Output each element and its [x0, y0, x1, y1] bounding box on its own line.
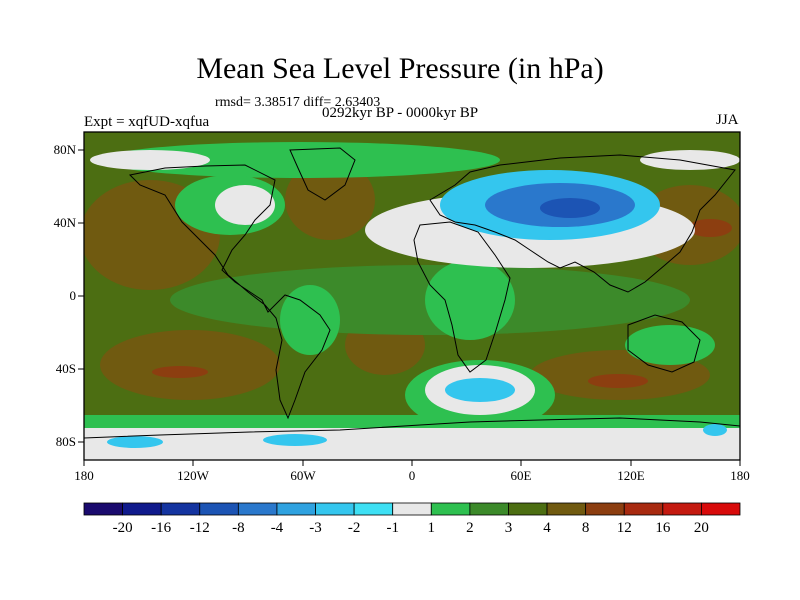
colorbar-label: -16: [151, 520, 172, 536]
field-south-cyan: [445, 378, 515, 402]
x-label-60w: 60W: [290, 468, 316, 483]
colorbar-swatch: [160, 502, 201, 516]
colorbar-label: 4: [543, 520, 551, 536]
colorbar-swatch: [585, 502, 625, 516]
colorbar-swatch: [623, 502, 664, 516]
field-antarctic-cyan-west: [107, 436, 163, 448]
coast-antarctica: [84, 417, 740, 439]
axis-ticks: [78, 149, 741, 466]
season-label: JJA: [716, 112, 739, 128]
colorbar-label: -12: [189, 520, 210, 536]
field-antarctic-cyan-mid: [263, 434, 327, 446]
field-africa-green: [425, 260, 515, 340]
field-eurasia-deep-blue: [540, 198, 600, 218]
colorbar-swatch: [430, 502, 471, 516]
colorbar-label: 3: [504, 520, 513, 536]
colorbar-label: -1: [386, 520, 399, 536]
colorbar-swatch: [276, 502, 316, 516]
colorbar-swatch: [546, 502, 587, 516]
field-red-brown-pacific: [688, 219, 732, 237]
field-red-brown-indian: [588, 374, 648, 388]
coastlines: [84, 147, 740, 439]
colorbar-swatch: [701, 502, 741, 516]
field-antarctic-cyan-east: [703, 424, 727, 436]
pressure-field: [84, 132, 740, 460]
field-arctic-green: [100, 142, 500, 178]
colorbar-label: 12: [616, 520, 632, 536]
map-title: Mean Sea Level Pressure (in hPa): [196, 52, 604, 85]
field-antarctic-white: [84, 428, 740, 460]
colorbar-label: 1: [427, 520, 436, 536]
colorbar-swatch: [392, 502, 432, 516]
coast-africa: [413, 221, 511, 373]
coast-north-america: [128, 164, 331, 420]
field-arctic-white-east: [640, 150, 740, 170]
field-s-pacific-brown: [100, 330, 280, 400]
colorbar-swatch: [122, 502, 162, 516]
field-n-atlantic-brown: [285, 160, 375, 240]
x-label-120w: 120W: [177, 468, 209, 483]
colorbar-swatch: [469, 502, 509, 516]
field-red-brown-spacific: [152, 366, 208, 378]
colorbar-label: 8: [581, 520, 590, 536]
colorbar-label: 20: [693, 520, 709, 536]
x-label-180w: 180: [74, 468, 94, 483]
colorbar-swatch: [237, 502, 278, 516]
coast-australia: [627, 314, 701, 373]
colorbar-label: -3: [309, 520, 322, 536]
period-label: 0292kyr BP - 0000kyr BP: [322, 105, 479, 121]
colorbar-label: -20: [112, 520, 133, 536]
x-label-60e: 60E: [510, 468, 532, 483]
field-australia-green: [625, 325, 715, 365]
field-namerica-white: [215, 185, 275, 225]
coast-eurasia: [429, 154, 736, 293]
colorbar-label: -8: [232, 520, 245, 536]
y-label-80s: 80S: [55, 434, 76, 449]
colorbar-swatch: [199, 502, 239, 516]
y-label-0: 0: [69, 288, 77, 303]
colorbar-label: -4: [270, 520, 284, 536]
colorbar-label: 16: [655, 520, 671, 536]
experiment-label: Expt = xqfUD-xqfua: [84, 114, 210, 130]
y-label-40s: 40S: [55, 361, 76, 376]
colorbar-swatch: [83, 502, 123, 516]
x-label-120e: 120E: [617, 468, 645, 483]
x-label-0: 0: [408, 468, 416, 483]
colorbar-swatch: [353, 502, 394, 516]
x-label-180e: 180: [730, 468, 750, 483]
y-label-80n: 80N: [53, 142, 76, 157]
colorbar-label: 2: [466, 520, 474, 536]
colorbar-label: -2: [347, 520, 361, 536]
field-samerica-green: [280, 285, 340, 355]
colorbar: [83, 502, 741, 516]
colorbar-swatch: [315, 502, 355, 516]
coast-greenland: [289, 147, 356, 201]
colorbar-swatch: [662, 502, 702, 516]
colorbar-swatch: [508, 502, 548, 516]
stats-text: rmsd= 3.38517 diff= 2.63403: [215, 95, 381, 110]
field-arctic-white-west: [90, 150, 210, 170]
y-label-40n: 40N: [53, 215, 76, 230]
